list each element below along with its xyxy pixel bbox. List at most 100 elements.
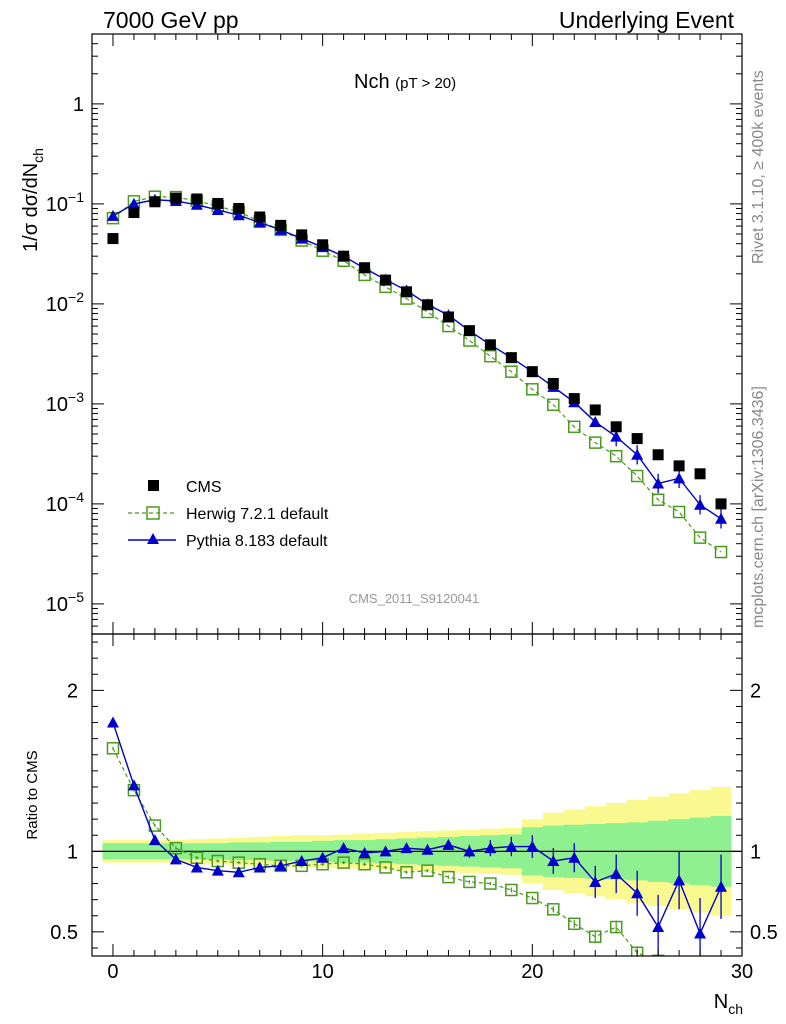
herwig-point xyxy=(693,531,707,544)
y-tick-label: 10−2 xyxy=(46,289,84,316)
pythia-ratio-point xyxy=(442,838,455,850)
cms-point xyxy=(568,393,580,405)
mcplots-label: mcplots.cern.ch [arXiv:1306.3436] xyxy=(750,386,767,628)
herwig-ratio-point xyxy=(400,866,413,879)
pythia-point xyxy=(694,498,707,510)
pythia-ratio-point xyxy=(715,880,728,892)
cms-point xyxy=(652,449,664,461)
pythia-ratio-point xyxy=(127,779,140,791)
pythia-ratio-point xyxy=(253,861,266,873)
ratio-y-tick-label: 2 xyxy=(67,680,78,702)
x-tick-label: 20 xyxy=(521,961,543,983)
ratio-y-tick-label: 0.5 xyxy=(50,922,78,944)
pythia-ratio-point xyxy=(547,855,560,867)
pythia-ratio-point xyxy=(274,859,287,871)
cms-point xyxy=(128,207,140,219)
ratio-frame xyxy=(91,633,743,957)
pythia-ratio-point xyxy=(484,842,497,854)
ratio-y-tick-label-right: 1 xyxy=(750,841,761,863)
cms-point xyxy=(631,433,643,445)
herwig-ratio-point xyxy=(463,875,476,889)
herwig-ratio-point xyxy=(358,857,371,871)
cms-point xyxy=(463,325,475,337)
cms-point xyxy=(317,239,329,251)
herwig-ratio-point xyxy=(630,946,644,956)
cms-point xyxy=(149,196,161,208)
pythia-ratio-point xyxy=(316,851,329,863)
cms-point xyxy=(442,311,454,323)
ratio-y-axis-label: Ratio to CMS xyxy=(24,750,41,839)
cms-point xyxy=(254,211,266,223)
cms-point xyxy=(484,339,496,351)
herwig-ratio-point xyxy=(505,883,518,897)
herwig-point xyxy=(672,505,686,519)
x-tick-label: 10 xyxy=(312,961,334,983)
analysis-tag: CMS_2011_S9120041 xyxy=(349,591,480,606)
herwig-line xyxy=(112,196,722,553)
pythia-ratio-point xyxy=(211,864,224,876)
herwig-ratio-point xyxy=(651,954,665,956)
pythia-ratio-point xyxy=(631,887,644,899)
x-axis-label: Nch xyxy=(714,991,743,1017)
main-series-layer xyxy=(106,190,728,559)
pythia-point xyxy=(631,448,644,460)
pythia-point xyxy=(715,512,728,524)
pythia-point xyxy=(232,209,245,221)
herwig-ratio-point xyxy=(609,920,623,934)
herwig-ratio-point xyxy=(716,959,727,970)
pythia-ratio-point xyxy=(673,874,686,886)
cms-point xyxy=(170,192,182,204)
pythia-ratio-point xyxy=(295,855,308,867)
main-panel: 1 10−1 10−2 10−3 10−4 10−5 Nch (pT > 20) CMS_… xyxy=(20,33,743,635)
herwig-ratio-point xyxy=(379,861,392,874)
cms-point xyxy=(610,421,622,433)
herwig-ratio-point xyxy=(421,864,434,877)
herwig-point xyxy=(568,420,581,434)
plot-title: Nch (pT > 20) xyxy=(354,71,456,93)
herwig-point xyxy=(463,334,476,347)
herwig-ratio-point xyxy=(442,870,455,884)
herwig-ratio-point xyxy=(568,917,581,931)
pythia-ratio-point xyxy=(400,842,413,854)
legend-marker-cms xyxy=(148,480,159,491)
pythia-ratio-point xyxy=(652,921,665,933)
herwig-point xyxy=(714,545,728,559)
y-tick-label: 10−3 xyxy=(46,389,84,416)
cms-point xyxy=(296,229,308,241)
pythia-line xyxy=(112,199,722,520)
cms-point xyxy=(673,460,685,472)
herwig-ratio-point xyxy=(547,903,560,916)
pythia-ratio-point xyxy=(148,834,161,846)
pythia-ratio-point xyxy=(190,861,203,873)
pythia-ratio-point xyxy=(505,840,518,852)
herwig-ratio-point xyxy=(674,959,685,970)
legend: CMS Herwig 7.2.1 default Pythia 8.183 de… xyxy=(128,479,329,550)
legend-marker-herwig xyxy=(146,506,160,520)
pythia-ratio-point xyxy=(232,866,245,878)
herwig-point xyxy=(588,436,602,449)
pythia-ratio-point xyxy=(358,846,371,858)
y-tick-label: 10−5 xyxy=(46,589,84,616)
cms-point xyxy=(359,262,371,274)
pythia-point xyxy=(211,203,224,215)
herwig-ratio-point xyxy=(526,891,539,905)
cms-point xyxy=(233,202,245,214)
ratio-panel: 0 10 20 30 0.5 0.5 1 1 2 2 Ratio to CMS Nch xyxy=(24,633,778,1017)
header-right: Underlying Event xyxy=(559,7,735,33)
rivet-label: Rivet 3.1.10, ≥ 400k events xyxy=(750,70,767,264)
herwig-ratio-point xyxy=(695,959,706,970)
pythia-ratio-point xyxy=(337,842,350,854)
herwig-ratio-point xyxy=(337,856,350,869)
ratio-y-tick-label-right: 0.5 xyxy=(750,922,778,944)
legend-label-pythia: Pythia 8.183 default xyxy=(186,533,328,550)
ratio-series-layer xyxy=(92,716,742,970)
legend-label-cms: CMS xyxy=(186,479,222,496)
herwig-point xyxy=(609,449,623,463)
herwig-point xyxy=(505,365,518,378)
y-axis-label: 1/σ dσ/dNch xyxy=(20,148,46,252)
y-tick-label: 10−1 xyxy=(46,189,84,216)
pythia-ratio-point xyxy=(568,851,581,863)
cms-point xyxy=(694,468,706,480)
pythia-point xyxy=(589,415,602,427)
herwig-point xyxy=(651,493,665,507)
